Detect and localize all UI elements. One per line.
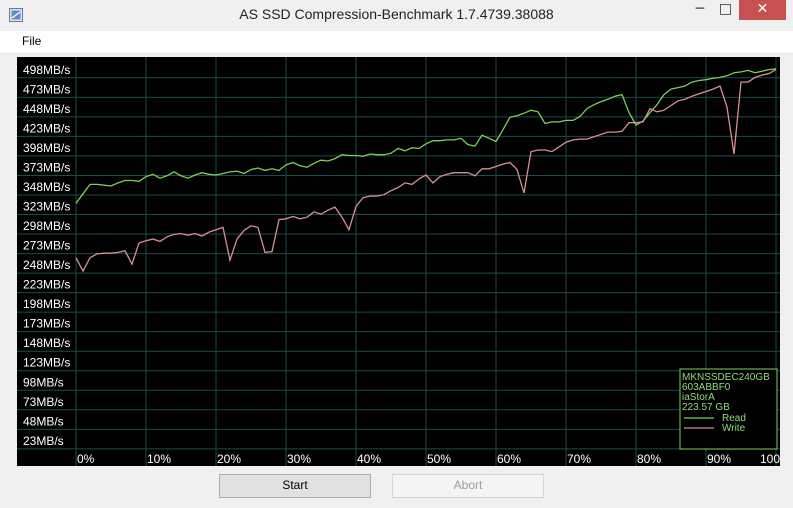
menu-bar: File bbox=[0, 31, 793, 54]
y-tick-label: 373MB/s bbox=[23, 160, 70, 174]
minimize-button[interactable]: ─ bbox=[695, 1, 705, 17]
x-tick-label: 30% bbox=[287, 452, 311, 466]
info-line: MKNSSDEC240GB bbox=[682, 372, 770, 383]
series-line-write bbox=[75, 69, 777, 273]
y-tick-label: 73MB/s bbox=[23, 395, 64, 409]
y-tick-label: 398MB/s bbox=[23, 141, 70, 155]
window-title: AS SSD Compression-Benchmark 1.7.4739.38… bbox=[239, 6, 554, 22]
y-tick-label: 498MB/s bbox=[23, 63, 70, 77]
x-tick-label: 60% bbox=[497, 452, 521, 466]
y-tick-label: 198MB/s bbox=[23, 297, 70, 311]
abort-button[interactable]: Abort bbox=[392, 474, 544, 498]
legend-label-read: Read bbox=[722, 413, 746, 424]
y-tick-label: 448MB/s bbox=[23, 102, 70, 116]
x-tick-label: 80% bbox=[637, 452, 661, 466]
y-tick-label: 173MB/s bbox=[23, 317, 70, 331]
x-tick-label: 10% bbox=[147, 452, 171, 466]
info-line: 603ABBF0 bbox=[682, 382, 731, 393]
info-line: iaStorA bbox=[682, 392, 715, 403]
y-tick-label: 298MB/s bbox=[23, 219, 70, 233]
y-tick-label: 148MB/s bbox=[23, 336, 70, 350]
y-tick-label: 348MB/s bbox=[23, 180, 70, 194]
x-tick-label: 40% bbox=[357, 452, 381, 466]
app-icon bbox=[9, 8, 23, 22]
x-tick-label: 90% bbox=[707, 452, 731, 466]
y-tick-label: 423MB/s bbox=[23, 121, 70, 135]
x-tick-label: 50% bbox=[427, 452, 451, 466]
close-button[interactable]: ✕ bbox=[739, 0, 786, 20]
maximize-button[interactable]: □ bbox=[718, 1, 733, 17]
title-bar[interactable]: AS SSD Compression-Benchmark 1.7.4739.38… bbox=[0, 0, 793, 31]
y-tick-label: 223MB/s bbox=[23, 278, 70, 292]
y-tick-label: 248MB/s bbox=[23, 258, 70, 272]
y-tick-label: 23MB/s bbox=[23, 434, 64, 448]
y-tick-label: 48MB/s bbox=[23, 414, 64, 428]
series-line-read bbox=[75, 68, 777, 204]
menu-file[interactable]: File bbox=[22, 34, 42, 48]
chart-svg: 498MB/s 473MB/s 448MB/s 423MB/s 398MB/s 373MB… bbox=[17, 57, 780, 466]
y-tick-label: 323MB/s bbox=[23, 200, 70, 214]
y-tick-label: 273MB/s bbox=[23, 239, 70, 253]
x-tick-label: 70% bbox=[567, 452, 591, 466]
y-tick-label: 98MB/s bbox=[23, 375, 64, 389]
legend-label-write: Write bbox=[722, 423, 746, 434]
x-tick-label: 0% bbox=[77, 452, 95, 466]
info-box bbox=[679, 368, 778, 450]
x-tick-label: 20% bbox=[217, 452, 241, 466]
x-tick-label: 100% bbox=[760, 452, 780, 466]
info-line: 223.57 GB bbox=[682, 402, 730, 413]
benchmark-chart: 498MB/s 473MB/s 448MB/s 423MB/s 398MB/s 373MB… bbox=[17, 57, 780, 466]
y-tick-label: 123MB/s bbox=[23, 356, 70, 370]
start-button[interactable]: Start bbox=[219, 474, 371, 498]
y-tick-label: 473MB/s bbox=[23, 82, 70, 96]
